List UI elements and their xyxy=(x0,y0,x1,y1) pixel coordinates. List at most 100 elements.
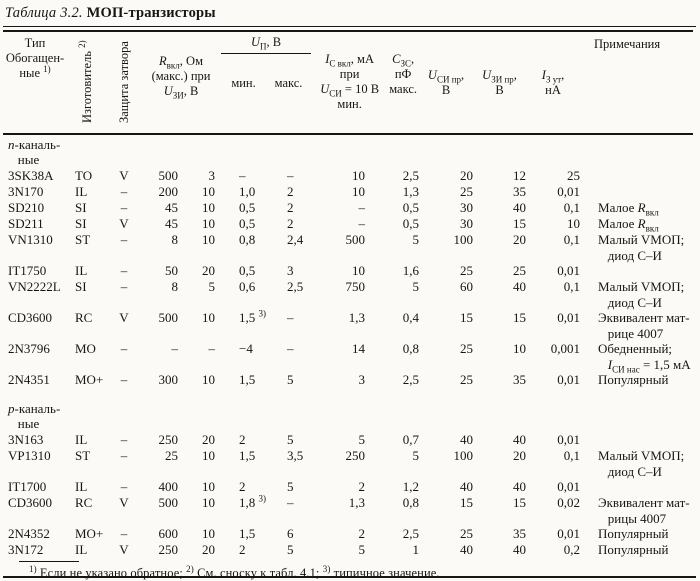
cell-u_zi: 10 xyxy=(202,372,216,387)
table-header: Тип Обогащен-ные 1) Изготовитель 2) Защит… xyxy=(3,31,694,134)
cell-i_on: – xyxy=(358,200,366,215)
cell-i_leak: 0,01 xyxy=(557,432,581,447)
cell-u_si_br: 60 xyxy=(460,279,474,294)
table-row: 3SK38A TO V 500 3 – – 10 2,5 20 12 25 xyxy=(3,168,693,184)
table-row: SD211 SI V 45 10 0,5 2 – 0,5 30 15 10 Малое Rвкл xyxy=(3,216,693,233)
cell-u_zi: 10 xyxy=(202,232,216,247)
cell-gate_protection: – xyxy=(120,184,128,199)
cell-i_leak: 0,01 xyxy=(557,184,581,199)
column-header-r-on: Rвкл, Ом (макс.) при UЗИ, В xyxy=(151,54,211,101)
cell-notes: Эквивалент мат- рицы 4007 xyxy=(598,495,690,526)
cell-type: 2N4351 xyxy=(8,372,50,387)
cell-i_on: 10 xyxy=(352,263,366,278)
cell-notes: Популярный xyxy=(598,526,669,541)
cell-c_zs: 5 xyxy=(412,279,420,294)
cell-type: CD3600 xyxy=(8,495,53,510)
cell-gate_protection: – xyxy=(120,200,128,215)
column-header-type: Тип Обогащен-ные 1) xyxy=(5,36,65,80)
cell-c_zs: 1 xyxy=(412,542,420,557)
cell-gate_protection: – xyxy=(120,526,128,541)
cell-u_zi_br: 25 xyxy=(513,263,527,278)
cell-u_si_br: 30 xyxy=(460,200,474,215)
cell-manufacturer: MO+ xyxy=(75,372,104,387)
cell-notes: Эквивалент мат- рице 4007 xyxy=(598,310,690,341)
cell-u_p_min: 0,5 xyxy=(239,263,256,278)
cell-i_leak: 10 xyxy=(567,216,581,231)
cell-i_on: – xyxy=(358,216,366,231)
cell-type: SD211 xyxy=(8,216,44,231)
cell-u_si_br: 100 xyxy=(453,448,474,463)
cell-u_p_min: 1,8 3) xyxy=(239,493,267,510)
cell-u_zi_br: 40 xyxy=(513,542,527,557)
cell-i_leak: 0,01 xyxy=(557,479,581,494)
cell-u_p_min: 0,8 xyxy=(239,232,256,247)
cell-r_on: – xyxy=(171,341,179,356)
column-header-u-zi-br: UЗИ пр, В xyxy=(482,68,517,97)
cell-i_on: 1,3 xyxy=(348,495,366,510)
cell-u_zi: 10 xyxy=(202,448,216,463)
table-row: 3N170 IL – 200 10 1,0 2 10 1,3 25 35 0,01 xyxy=(3,184,693,200)
cell-type: 2N3796 xyxy=(8,341,50,356)
cell-u_zi: 20 xyxy=(202,432,216,447)
table-row: IT1700 IL – 400 10 2 5 2 1,2 40 40 0,01 xyxy=(3,479,693,495)
cell-notes: Популярный xyxy=(598,372,669,387)
cell-i_leak: 0,2 xyxy=(563,542,581,557)
cell-u_zi: 20 xyxy=(202,542,216,557)
cell-c_zs: 1,6 xyxy=(402,263,420,278)
table-row: 3N172 IL V 250 20 2 5 5 1 40 40 0,2 Популярный xyxy=(3,542,693,558)
cell-gate_protection: – xyxy=(120,479,128,494)
table-row: SD210 SI – 45 10 0,5 2 – 0,5 30 40 0,1 Малое Rвкл xyxy=(3,200,693,217)
cell-u_p_max: 3 xyxy=(287,263,294,278)
cell-i_on: 10 xyxy=(352,168,366,183)
cell-u_p_max: 6 xyxy=(287,526,294,541)
table-name: МОП-транзисторы xyxy=(86,5,216,21)
cell-type: 2N4352 xyxy=(8,526,50,541)
cell-type: 3N170 xyxy=(8,184,44,199)
cell-manufacturer: MO xyxy=(75,341,96,356)
cell-r_on: 500 xyxy=(158,310,179,325)
cell-c_zs: 1,3 xyxy=(402,184,420,199)
cell-u_p_min: 2 xyxy=(239,542,246,557)
cell-u_zi_br: 35 xyxy=(513,184,527,199)
cell-gate_protection: – xyxy=(120,372,128,387)
cell-u_p_max: 2 xyxy=(287,216,294,231)
table-row: CD3600 RC V 500 10 1,8 3) – 1,3 0,8 15 15 0,02 Эквив… xyxy=(3,493,693,526)
cell-type: VN1310 xyxy=(8,232,53,247)
cell-type: 3N172 xyxy=(8,542,44,557)
cell-r_on: 8 xyxy=(171,232,179,247)
cell-i_on: 750 xyxy=(345,279,366,294)
column-header-gate-protection: Защита затвора xyxy=(116,41,131,123)
cell-u_si_br: 25 xyxy=(460,341,474,356)
cell-u_si_br: 20 xyxy=(460,168,474,183)
cell-u_p_max: 5 xyxy=(287,432,294,447)
cell-i_on: 3 xyxy=(358,372,366,387)
cell-u_si_br: 40 xyxy=(460,432,474,447)
cell-u_si_br: 25 xyxy=(460,263,474,278)
cell-r_on: 500 xyxy=(158,168,179,183)
column-header-up: UП, В xyxy=(221,35,312,54)
cell-notes: Малый VМОП; диод С–И xyxy=(598,279,685,310)
cell-manufacturer: RC xyxy=(75,495,93,510)
cell-notes: Популярный xyxy=(598,542,669,557)
cell-i_on: 1,3 xyxy=(348,310,366,325)
cell-c_zs: 0,8 xyxy=(402,341,420,356)
cell-manufacturer: IL xyxy=(75,542,88,557)
cell-notes xyxy=(580,184,693,200)
cell-i_leak: 0,1 xyxy=(563,200,581,215)
cell-c_zs: 0,5 xyxy=(402,216,420,231)
cell-type: 3N163 xyxy=(8,432,44,447)
cell-u_zi_br: 15 xyxy=(513,216,527,231)
cell-manufacturer: SI xyxy=(75,200,87,215)
cell-u_p_min: 2 xyxy=(239,479,246,494)
cell-u_p_min: 2 xyxy=(239,432,246,447)
cell-u_p_max: 2,5 xyxy=(287,279,304,294)
table-row: 2N4351 MO+ – 300 10 1,5 5 3 2,5 25 35 0,01 Популярны… xyxy=(3,372,693,388)
cell-u_si_br: 15 xyxy=(460,310,474,325)
cell-u_si_br: 100 xyxy=(453,232,474,247)
cell-c_zs: 0,4 xyxy=(402,310,420,325)
header-row: Тип Обогащен-ные 1) Изготовитель 2) Защит… xyxy=(3,31,694,134)
cell-u_zi: 10 xyxy=(202,200,216,215)
cell-i_on: 2 xyxy=(358,479,366,494)
cell-u_zi_br: 15 xyxy=(513,310,527,325)
cell-manufacturer: IL xyxy=(75,184,88,199)
